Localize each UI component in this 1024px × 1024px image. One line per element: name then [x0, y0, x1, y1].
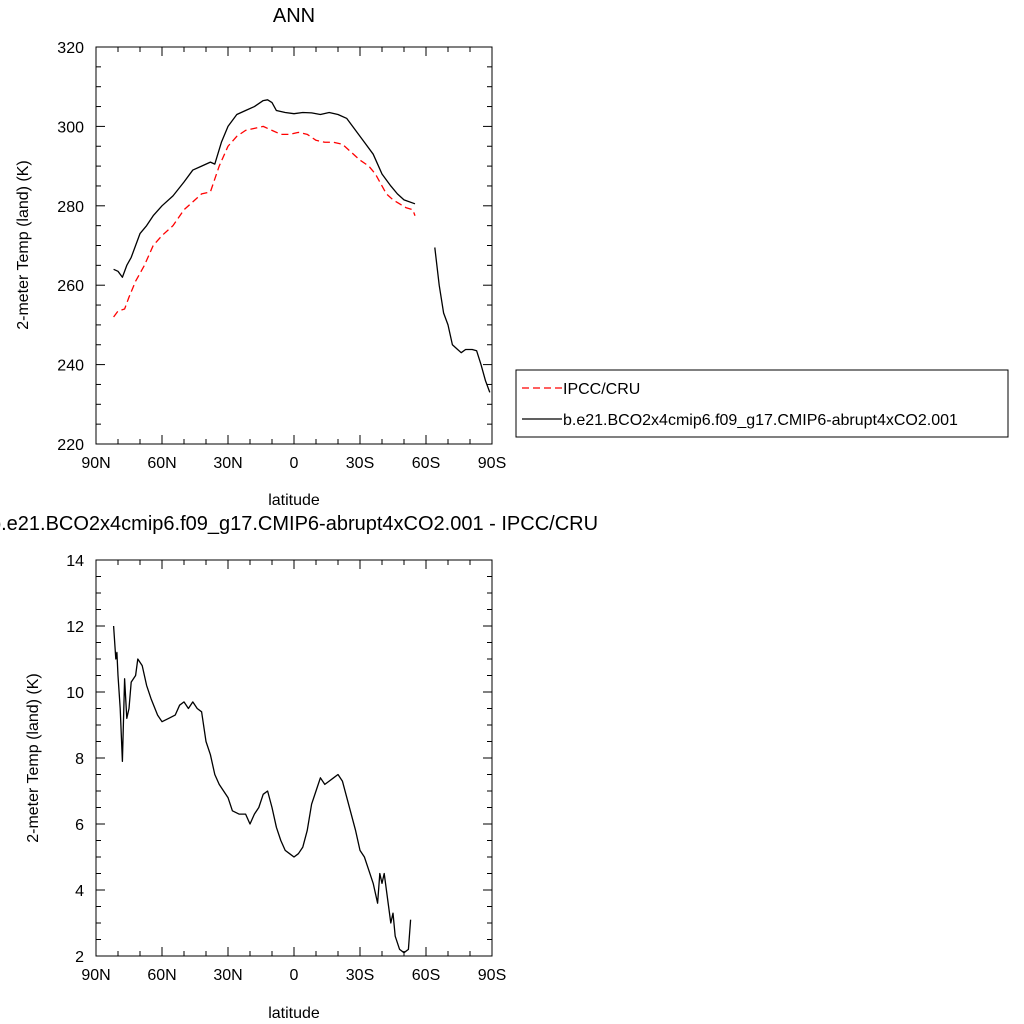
bottom-chart-title: b.e21.BCO2x4cmip6.f09_g17.CMIP6-abrupt4x…: [0, 513, 598, 535]
bottom-y-tick-label: 12: [66, 619, 84, 636]
top-y-tick-label: 280: [57, 199, 84, 216]
bottom-y-tick-label: 10: [66, 685, 84, 702]
top-x-tick-label: 60N: [147, 455, 176, 472]
top-y-tick-label: 300: [57, 119, 84, 136]
bottom-x-tick-label: 60N: [147, 967, 176, 984]
legend-label-model: b.e21.BCO2x4cmip6.f09_g17.CMIP6-abrupt4x…: [563, 412, 958, 429]
bottom-y-axis-label: 2-meter Temp (land) (K): [25, 673, 42, 843]
top-x-tick-label: 30S: [346, 455, 374, 472]
top-x-tick-label: 90N: [81, 455, 110, 472]
bottom-x-tick-label: 60S: [412, 967, 440, 984]
bottom-y-tick-label: 2: [75, 949, 84, 966]
bottom-plot-frame: [95, 559, 493, 957]
top-x-tick-label: 60S: [412, 455, 440, 472]
bottom-y-tick-label: 8: [75, 751, 84, 768]
legend-label-ipcc-cru: IPCC/CRU: [563, 381, 640, 398]
bottom-x-tick-label: 90S: [478, 967, 506, 984]
bottom-x-tick-label: 0: [290, 967, 299, 984]
bottom-x-tick-label: 30S: [346, 967, 374, 984]
top-x-tick-label: 30N: [213, 455, 242, 472]
bottom-x-axis-label: latitude: [268, 1005, 320, 1022]
top-x-tick-label: 0: [290, 455, 299, 472]
legend-box: [515, 369, 1009, 438]
top-y-tick-label: 320: [57, 40, 84, 57]
bottom-x-tick-label: 30N: [213, 967, 242, 984]
bottom-y-tick-label: 4: [75, 883, 84, 900]
top-y-axis-label: 2-meter Temp (land) (K): [15, 160, 32, 330]
top-panel: ANN 90N 60N 30N 0 30S 60S 90S 220 240 260 280 300 32…: [15, 5, 506, 509]
bottom-series-0-line-0: [112, 625, 412, 954]
top-x-tick-label: 90S: [478, 455, 506, 472]
top-series-1-line-1: [434, 247, 491, 393]
top-series-1-line-0: [113, 99, 416, 278]
bottom-y-tick-label: 14: [66, 553, 84, 570]
top-y-tick-label: 240: [57, 358, 84, 375]
top-y-tick-label: 220: [57, 437, 84, 454]
bottom-x-tick-label: 90N: [81, 967, 110, 984]
top-plot-frame: [95, 46, 493, 445]
bottom-panel: b.e21.BCO2x4cmip6.f09_g17.CMIP6-abrupt4x…: [0, 513, 598, 1022]
top-y-tick-label: 260: [57, 278, 84, 295]
top-x-axis-label: latitude: [268, 492, 320, 509]
top-series-0-line-0: [113, 125, 416, 318]
legend: IPCC/CRU b.e21.BCO2x4cmip6.f09_g17.CMIP6…: [515, 369, 1009, 438]
top-chart-title: ANN: [273, 5, 315, 27]
bottom-y-tick-label: 6: [75, 817, 84, 834]
